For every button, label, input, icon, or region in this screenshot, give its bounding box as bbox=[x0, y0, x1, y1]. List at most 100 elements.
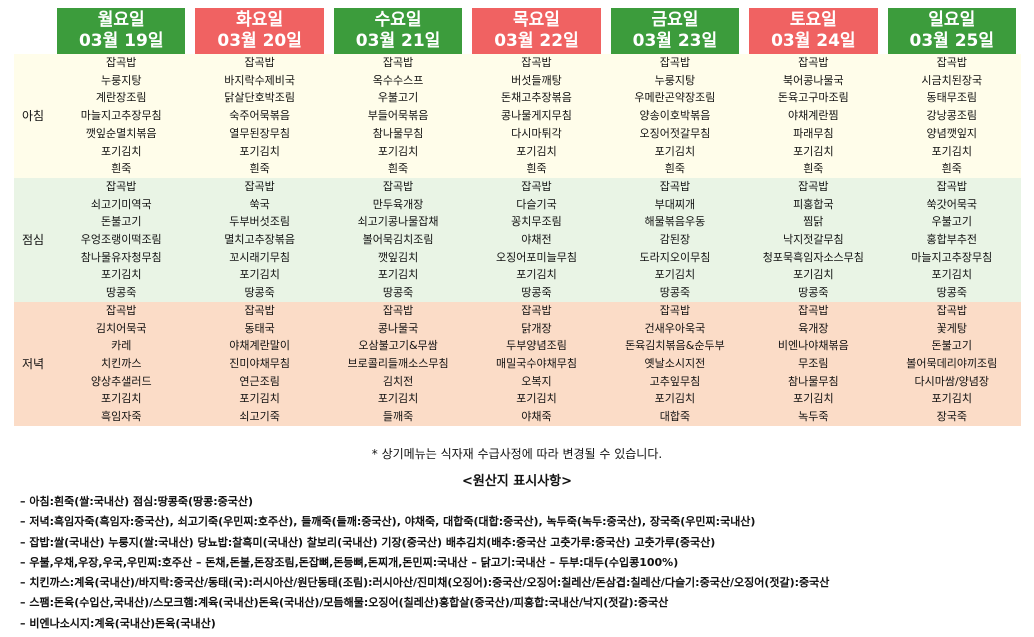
menu-item: 고추잎무침 bbox=[649, 374, 701, 388]
menu-item: 포기김치 bbox=[377, 268, 419, 282]
menu-item: 포기김치 bbox=[100, 392, 142, 406]
menu-item: 우불고기 bbox=[377, 91, 419, 105]
origin-line: – 아침:흰죽(쌀:국내산) 점심:땅콩죽(땅콩:중국산) bbox=[20, 495, 254, 508]
origin-title: <원산지 표시사항> bbox=[461, 474, 573, 489]
origin-line: – 저녁:흑임자죽(흑임자:중국산), 쇠고기죽(우민찌:호주산), 들깨죽(들… bbox=[20, 515, 756, 529]
dinner-row: 저녁 잡곡밥 김치어묵국 카레 치킨까스 양상추샐러드 포기김치 흑임자죽 잡곡밥 동태국 야채… bbox=[14, 301, 1021, 426]
menu-item: 양상추샐러드 bbox=[90, 374, 152, 388]
menu-item: 부들어묵볶음 bbox=[367, 109, 429, 123]
menu-item: 돈육고구마조림 bbox=[777, 91, 849, 105]
menu-item: 건새우아욱국 bbox=[644, 321, 706, 335]
menu-item: 잡곡밥 bbox=[659, 303, 691, 317]
origin-line: – 스팸:돈육(수입산,국내산)/스모크햄:계육(국내산)돈육(국내산)/모듬해… bbox=[20, 596, 669, 610]
day-date: 03월 25일 bbox=[909, 31, 995, 51]
menu-item: 땅콩죽 bbox=[244, 286, 275, 300]
menu-item: 흰죽 bbox=[803, 162, 824, 176]
menu-item: 잡곡밥 bbox=[936, 56, 967, 69]
menu-item: 오징어젓갈무침 bbox=[639, 126, 711, 140]
day-header: 목요일 03월 22일 bbox=[467, 8, 605, 54]
menu-item: 쇠고기콩나물잡채 bbox=[357, 215, 439, 229]
meal-cell: 잡곡밥 김치어묵국 카레 치킨까스 양상추샐러드 포기김치 흑임자죽 bbox=[52, 301, 191, 426]
menu-item: 잡곡밥 bbox=[244, 56, 275, 69]
menu-item: 땅콩죽 bbox=[521, 286, 552, 300]
menu-item: 닭개장 bbox=[521, 321, 552, 335]
menu-item: 흰죽 bbox=[387, 162, 409, 176]
menu-item: 잡곡밥 bbox=[521, 56, 552, 69]
menu-item: 잡곡밥 bbox=[106, 179, 137, 193]
menu-item: 포기김치 bbox=[931, 268, 972, 282]
menu-item: 부대찌개 bbox=[654, 197, 696, 211]
menu-item: 버섯들깨탕 bbox=[511, 73, 562, 87]
menu-item: 땅콩죽 bbox=[659, 286, 691, 300]
meal-cell: 잡곡밥 건새우아욱국 돈육김치볶음&순두부 옛날소시지전 고추잎무침 포기김치 대합죽 bbox=[605, 301, 745, 426]
day-date: 03월 24일 bbox=[771, 31, 856, 51]
menu-item: 돈육김치볶음&순두부 bbox=[625, 339, 725, 353]
day-name: 토요일 bbox=[789, 10, 837, 30]
menu-item: 돈채고추장볶음 bbox=[501, 91, 572, 105]
day-date: 03월 23일 bbox=[632, 31, 718, 51]
menu-item: 두부버섯조림 bbox=[229, 215, 290, 229]
menu-item: 쇠고기죽 bbox=[239, 410, 280, 424]
origin-line: – 우불,우채,우장,우국,우민찌:호주산 – 돈채,돈불,돈장조림,돈잡뼈,돈… bbox=[20, 555, 679, 569]
menu-item: 포기김치 bbox=[793, 144, 834, 158]
origin-line: – 비엔나소시지:계육(국내산)돈육(국내산) bbox=[20, 616, 216, 630]
day-date: 03월 19일 bbox=[78, 31, 164, 51]
day-name: 일요일 bbox=[928, 10, 976, 30]
menu-item: 동태무조림 bbox=[926, 91, 978, 105]
menu-item: 돈불고기 bbox=[931, 339, 972, 353]
menu-item: 땅콩죽 bbox=[798, 286, 829, 300]
meal-cell: 잡곡밥 만두육개장 쇠고기콩나물잡채 볼어묵김치조림 깻잎김치 포기김치 땅콩죽 bbox=[328, 177, 468, 302]
day-header: 월요일 03월 19일 bbox=[52, 8, 190, 54]
menu-item: 마늘지고추장무침 bbox=[911, 250, 993, 264]
menu-item: 홍합부추전 bbox=[926, 233, 978, 247]
menu-item: 잡곡밥 bbox=[659, 56, 691, 69]
menu-item: 참나물유자청무침 bbox=[80, 250, 162, 264]
menu-item: 포기김치 bbox=[239, 392, 280, 406]
menu-item: 꽁치무조림 bbox=[511, 215, 562, 229]
menu-item: 피홍합국 bbox=[793, 197, 834, 211]
menu-item: 잡곡밥 bbox=[244, 179, 275, 193]
menu-item: 김치어묵국 bbox=[95, 321, 147, 335]
day-header-row: 월요일 03월 19일 화요일 03월 20일 수요일 03월 21일 목요일 03월 … bbox=[14, 8, 1021, 54]
menu-item: 잡곡밥 bbox=[106, 56, 137, 69]
menu-item: 열무된장무침 bbox=[229, 126, 290, 140]
meal-cell: 잡곡밥 피홍합국 찜닭 낙지젓갈무침 청포묵흑임자소스무침 포기김치 땅콩죽 bbox=[744, 177, 883, 302]
menu-item: 포기김치 bbox=[516, 144, 557, 158]
menu-item: 포기김치 bbox=[239, 144, 280, 158]
menu-item: 잡곡밥 bbox=[382, 303, 414, 317]
menu-item: 쇠고기미역국 bbox=[90, 197, 152, 211]
meal-cell: 잡곡밥 부대찌개 해물볶음우동 감된장 도라지오이무침 포기김치 땅콩죽 bbox=[605, 177, 745, 302]
menu-item: 진미야채무침 bbox=[229, 356, 290, 370]
menu-item: 바지락수제비국 bbox=[224, 73, 296, 87]
day-header: 수요일 03월 21일 bbox=[329, 8, 467, 54]
menu-item: 잡곡밥 bbox=[521, 303, 552, 317]
menu-item: 잡곡밥 bbox=[659, 179, 691, 193]
meal-cell: 잡곡밥 꽃게탕 돈불고기 볼어묵데리야끼조림 다시마쌈/양념장 포기김치 장국죽 bbox=[882, 301, 1021, 426]
menu-item: 우메란곤약장조림 bbox=[634, 91, 716, 105]
menu-item: 포기김치 bbox=[793, 268, 834, 282]
meal-cell: 잡곡밥 다슬기국 꽁치무조림 야채전 오징어포미늘무침 포기김치 땅콩죽 bbox=[467, 177, 606, 302]
meal-cell: 잡곡밥 콩나물국 오삼불고기&무쌈 브로콜리들깨소스무침 김치전 포기김치 들깨죽 bbox=[328, 301, 468, 426]
menu-item: 육개장 bbox=[798, 321, 829, 335]
meal-cell: 잡곡밥 북어콩나물국 돈육고구마조림 야채계란찜 파래무침 포기김치 흰죽 bbox=[744, 54, 883, 178]
menu-item: 오삼불고기&무쌈 bbox=[358, 339, 438, 353]
menu-item: 포기김치 bbox=[100, 268, 142, 282]
menu-item: 대합죽 bbox=[659, 410, 691, 424]
day-header: 금요일 03월 23일 bbox=[606, 8, 744, 54]
menu-item: 포기김치 bbox=[931, 392, 972, 406]
menu-item: 콩나물국 bbox=[377, 321, 419, 335]
menu-item: 강낭콩조림 bbox=[926, 109, 978, 123]
lunch-row: 점심 잡곡밥 쇠고기미역국 돈불고기 우엉조랭이떡조림 참나물유자청무침 포기김치 땅콩죽 … bbox=[14, 177, 1021, 302]
menu-item: 양념깻잎지 bbox=[926, 126, 978, 140]
menu-item: 콩나물게지무침 bbox=[501, 109, 572, 123]
menu-item: 흰죽 bbox=[526, 162, 547, 176]
menu-item: 잡곡밥 bbox=[798, 56, 829, 69]
menu-item: 흰죽 bbox=[941, 162, 962, 176]
menu-change-note: * 상기메뉴는 식자재 수급사정에 따라 변경될 수 있습니다. bbox=[371, 447, 663, 461]
menu-item: 찜닭 bbox=[803, 215, 824, 229]
meal-cell: 잡곡밥 쑥국 두부버섯조림 멸치고추장볶음 꼬시래기무침 포기김치 땅콩죽 bbox=[190, 177, 329, 302]
menu-item: 포기김치 bbox=[100, 144, 142, 158]
menu-item: 잡곡밥 bbox=[798, 303, 829, 317]
menu-item: 청포묵흑임자소스무침 bbox=[762, 250, 864, 264]
meal-cell: 잡곡밥 시금치된장국 동태무조림 강낭콩조림 양념깻잎지 포기김치 흰죽 bbox=[882, 54, 1021, 178]
